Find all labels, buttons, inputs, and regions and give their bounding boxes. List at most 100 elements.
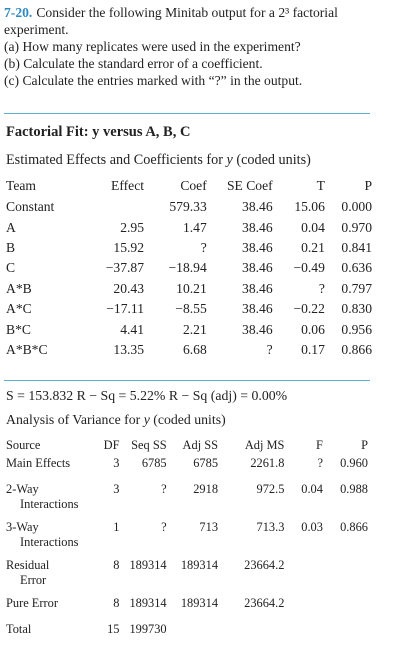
anova-cell-adj: 713 bbox=[199, 520, 219, 534]
coef-cell-effect: 2.95 bbox=[120, 219, 145, 235]
coef-cell-coef: 1.47 bbox=[182, 219, 207, 235]
output-title: Factorial Fit: y versus A, B, C bbox=[6, 124, 191, 140]
coef-cell-coef: −18.94 bbox=[168, 260, 207, 276]
coef-row: A*B 20.43 10.21 38.46? 0.797 bbox=[6, 279, 372, 299]
coef-cell-coef: 579.33 bbox=[169, 199, 207, 215]
anova-cell-ms: 972.5 bbox=[256, 482, 285, 496]
anova-cell-seq: ? bbox=[161, 482, 167, 496]
anova-cell-source: Main Effects bbox=[6, 456, 98, 482]
coef-cell-t: 15.06 bbox=[294, 199, 325, 215]
anova-cell-seq: 199730 bbox=[129, 622, 167, 636]
coef-cell-term: A*B*C bbox=[6, 341, 48, 357]
anova-cell-ms: 23664.2 bbox=[244, 596, 285, 610]
anova-cell-p bbox=[323, 558, 368, 596]
coef-cell-effect: 20.43 bbox=[113, 280, 145, 296]
anova-source-label: 2-Way bbox=[6, 482, 39, 496]
coef-cell-term: B*C bbox=[6, 321, 31, 337]
anova-cell-df: 15 bbox=[107, 622, 120, 636]
coef-cell-effect: 4.41 bbox=[120, 321, 145, 337]
anova-cell-df: 3 bbox=[113, 482, 120, 496]
coef-cell-t: 0.21 bbox=[301, 239, 325, 255]
coef-row: C −37.87 −18.94 38.46 −0.49 0.636 bbox=[6, 258, 372, 278]
coef-row: A*C −17.11 −8.55 38.46 −0.22 0.830 bbox=[6, 299, 372, 319]
anova-cell-p: 0.866 bbox=[340, 520, 368, 534]
coef-cell-t: ? bbox=[318, 280, 325, 296]
col-header-f: F bbox=[316, 438, 323, 452]
anova-source-label: Pure Error bbox=[6, 596, 58, 610]
problem-intro: 7-20. Consider the following Minitab outp… bbox=[4, 4, 402, 38]
coef-cell-se-coef: 38.46 bbox=[242, 260, 273, 276]
divider-stats bbox=[4, 380, 370, 381]
anova-cell-adj: 6785 bbox=[193, 456, 219, 470]
coef-cell-term: A*C bbox=[6, 301, 32, 317]
anova-cell-ms bbox=[218, 622, 284, 648]
anova-cell-p bbox=[323, 596, 368, 622]
coef-cell-term: Constant bbox=[6, 199, 55, 215]
anova-cell-df: 1 bbox=[113, 520, 120, 534]
coef-cell-coef: 6.68 bbox=[182, 341, 207, 357]
coef-cell-t: −0.22 bbox=[293, 301, 325, 317]
anova-caption: Analysis of Variance for y (coded units) bbox=[6, 412, 226, 427]
coef-cell-effect: 15.92 bbox=[113, 239, 145, 255]
anova-cell-source: Pure Error bbox=[6, 596, 98, 622]
coef-row: Constant 579.33 38.46 15.06 0.000 bbox=[6, 197, 372, 217]
anova-cell-ms: 713.3 bbox=[256, 520, 285, 534]
coef-cell-p: 0.830 bbox=[341, 301, 372, 317]
part-a: (a) How many replicates were used in the… bbox=[4, 39, 301, 54]
anova-cell-f: 0.03 bbox=[301, 520, 323, 534]
coefficients-table: Team Effect Coef SE Coef T P Constant 579… bbox=[6, 175, 372, 360]
problem-statement: 7-20. Consider the following Minitab outp… bbox=[4, 4, 402, 89]
anova-cell-p bbox=[323, 622, 368, 648]
anova-cell-df: 8 bbox=[113, 558, 120, 572]
anova-source-label: 3-Way bbox=[6, 520, 39, 534]
coef-cell-se-coef: 38.46 bbox=[242, 280, 273, 296]
anova-cell-f bbox=[284, 558, 323, 596]
col-header-p: P bbox=[361, 438, 368, 452]
anova-source-label: Total bbox=[6, 622, 32, 636]
coef-cell-coef: 2.21 bbox=[182, 321, 207, 337]
coef-cell-t: 0.06 bbox=[301, 321, 325, 337]
anova-cell-seq: 189314 bbox=[129, 558, 167, 572]
coef-cell-p: 0.797 bbox=[341, 280, 372, 296]
anova-cell-f: 0.04 bbox=[301, 482, 323, 496]
anova-cell-ms: 23664.2 bbox=[244, 558, 285, 572]
model-stats: S = 153.832 R − Sq = 5.22% R − Sq (adj) … bbox=[6, 388, 288, 403]
anova-cell-adj: 189314 bbox=[180, 596, 219, 610]
coef-cell-effect bbox=[69, 197, 144, 217]
anova-cell-p: 0.960 bbox=[340, 456, 368, 470]
anova-cell-source: Total bbox=[6, 622, 98, 648]
anova-cell-f: ? bbox=[317, 456, 323, 470]
coef-cell-p: 0.000 bbox=[341, 199, 372, 215]
anova-row: Pure Error 8 189314 189314 23664.2 bbox=[6, 596, 368, 622]
anova-cell-seq: ? bbox=[161, 520, 167, 534]
anova-row: Total 15 199730 bbox=[6, 622, 368, 648]
anova-cell-source: 2-Way Interactions bbox=[6, 482, 98, 520]
anova-cell-adj: 2918 bbox=[193, 482, 219, 496]
coef-cell-p: 0.841 bbox=[341, 239, 372, 255]
coef-cell-t: 0.17 bbox=[301, 341, 325, 357]
col-header-term: Team bbox=[6, 178, 36, 193]
coef-cell-effect: −37.87 bbox=[105, 260, 145, 276]
anova-source-label-continued: Interactions bbox=[20, 497, 79, 511]
anova-header-row: Source DF Seq SS Adj SS Adj MS F P bbox=[6, 438, 368, 456]
coef-cell-p: 0.866 bbox=[341, 341, 372, 357]
col-header-coef: Coef bbox=[180, 178, 207, 193]
problem-number: 7-20. bbox=[4, 5, 33, 20]
coef-cell-p: 0.636 bbox=[341, 260, 372, 276]
coef-cell-se-coef: 38.46 bbox=[242, 199, 273, 215]
coef-row: B*C 4.41 2.21 38.46 0.06 0.956 bbox=[6, 319, 372, 339]
anova-cell-p: 0.988 bbox=[340, 482, 368, 496]
anova-cell-adj: 189314 bbox=[180, 558, 219, 572]
coef-cell-term: A*B bbox=[6, 280, 32, 296]
col-header-adj-ms: Adj MS bbox=[244, 438, 285, 452]
col-header-source: Source bbox=[6, 438, 41, 452]
coef-cell-coef: −8.55 bbox=[175, 301, 207, 317]
coef-cell-se-coef: ? bbox=[266, 341, 273, 357]
part-c: (c) Calculate the entries marked with “?… bbox=[4, 73, 303, 88]
coef-cell-se-coef: 38.46 bbox=[242, 239, 273, 255]
coef-row: B 15.92? 38.46 0.21 0.841 bbox=[6, 238, 372, 258]
col-header-p: P bbox=[364, 178, 372, 193]
coef-cell-p: 0.956 bbox=[341, 321, 372, 337]
anova-cell-adj bbox=[167, 622, 218, 648]
divider-top bbox=[4, 113, 370, 114]
